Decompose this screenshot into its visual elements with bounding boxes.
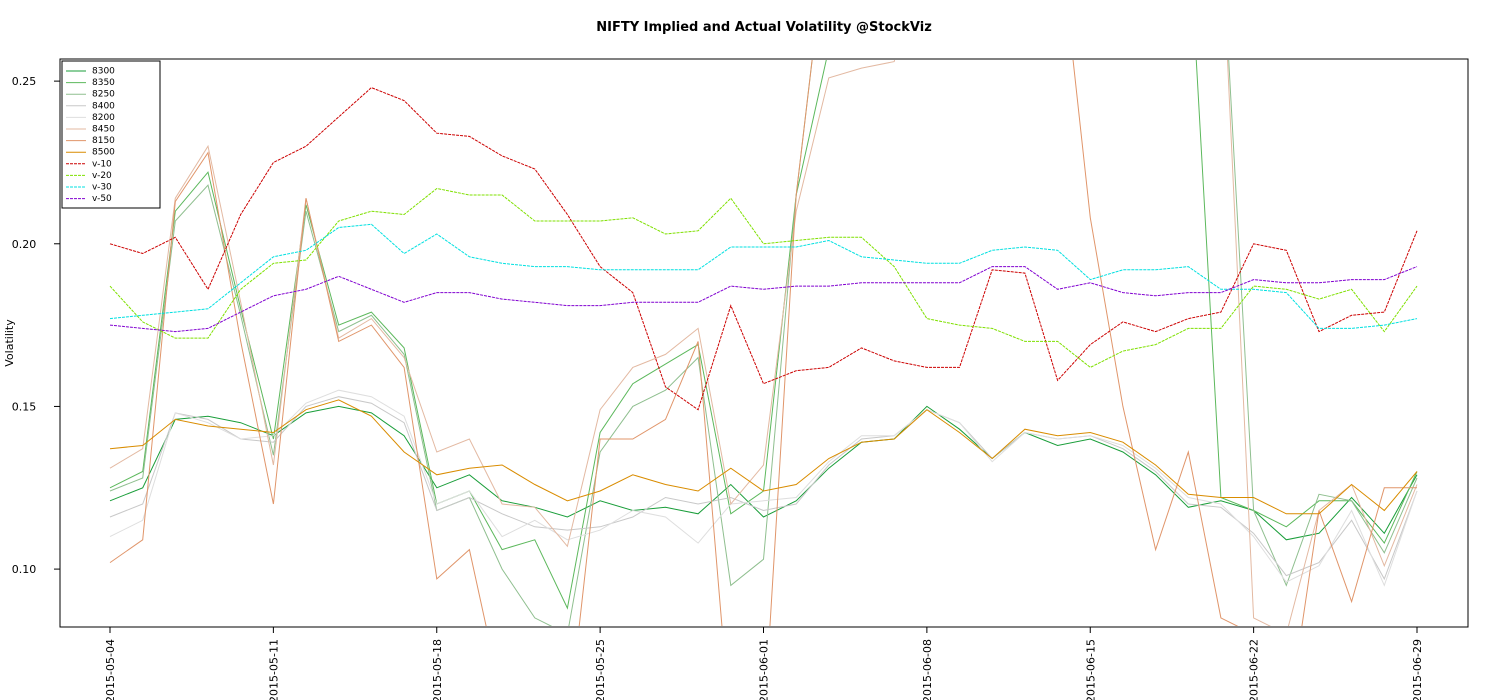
plot-area xyxy=(109,60,1418,626)
series-line xyxy=(109,60,1417,626)
series-line xyxy=(109,266,1418,333)
legend-label: 8350 xyxy=(92,78,115,88)
series-line xyxy=(109,60,1418,626)
x-tick-label: 2015-06-08 xyxy=(921,639,934,700)
legend-label: v-20 xyxy=(92,171,112,181)
legend-label: 8200 xyxy=(92,113,115,123)
y-tick-label: 0.10 xyxy=(12,563,37,576)
legend-label: v-30 xyxy=(92,183,112,193)
legend-label: 8500 xyxy=(92,148,115,158)
x-tick-label: 2015-05-25 xyxy=(594,639,607,700)
y-tick-label: 0.20 xyxy=(12,238,37,251)
chart-title: NIFTY Implied and Actual Volatility @Sto… xyxy=(596,20,932,35)
x-tick-label: 2015-05-11 xyxy=(267,639,280,700)
series-line xyxy=(109,399,1418,515)
legend-label: v-50 xyxy=(92,194,112,204)
x-tick-label: 2015-06-22 xyxy=(1248,639,1261,700)
series-line xyxy=(109,187,1418,368)
legend-label: 8150 xyxy=(92,136,115,146)
x-tick-label: 2015-06-15 xyxy=(1084,639,1097,700)
y-tick-label: 0.25 xyxy=(12,75,37,88)
y-tick-label: 0.15 xyxy=(12,400,37,413)
series-line xyxy=(109,60,1418,626)
legend-label: 8300 xyxy=(92,67,115,77)
legend-label: 8250 xyxy=(92,90,115,100)
x-tick-label: 2015-06-29 xyxy=(1411,639,1424,700)
x-tick-label: 2015-05-18 xyxy=(431,639,444,700)
series-line xyxy=(109,223,1418,329)
legend-label: v-10 xyxy=(92,159,112,169)
series-line xyxy=(109,87,1418,411)
x-tick-label: 2015-05-04 xyxy=(104,639,117,700)
x-tick-label: 2015-06-01 xyxy=(758,639,771,700)
legend-label: 8400 xyxy=(92,101,115,111)
series-line xyxy=(109,389,1418,587)
y-axis-label: Volatility xyxy=(3,319,16,367)
legend-box xyxy=(61,60,161,209)
series-line xyxy=(109,405,1418,541)
legend-label: 8450 xyxy=(92,125,115,135)
